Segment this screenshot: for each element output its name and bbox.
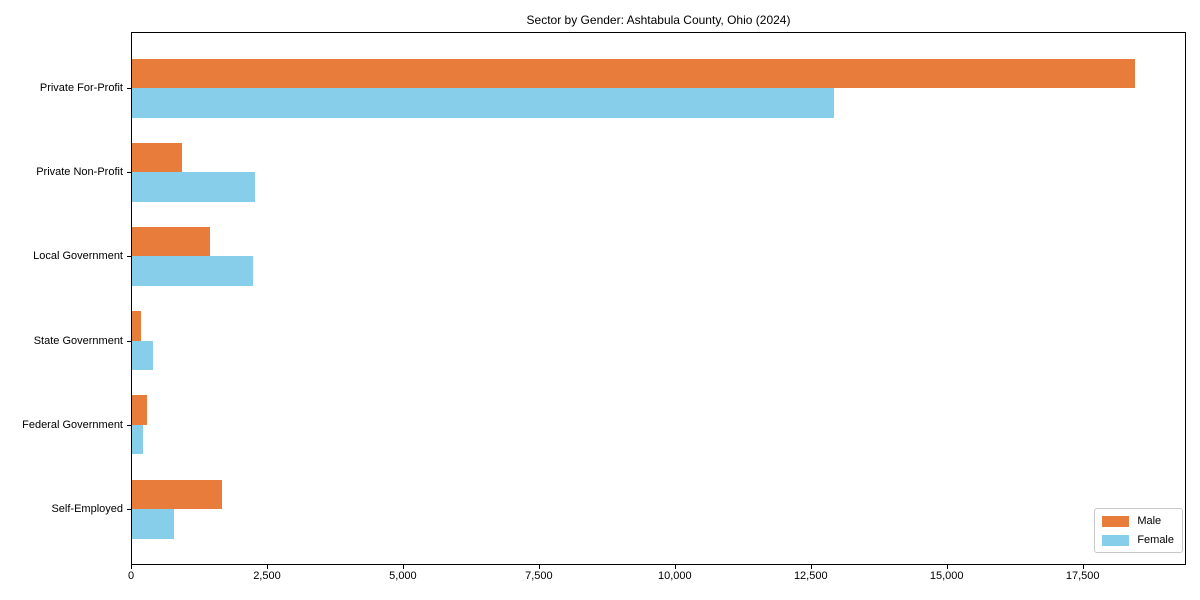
bar-male-private-non-profit [132,142,182,173]
x-tick-mark [131,565,132,569]
bar-male-self-employed [132,479,222,509]
bar-female-federal-government [132,424,143,455]
x-tick-label: 0 [127,570,135,582]
y-tick-mark [127,88,131,89]
bar-male-federal-government [132,395,147,425]
x-tick-mark [674,565,676,569]
bar-female-self-employed [132,509,174,539]
bar-female-private-non-profit [132,172,255,202]
x-tick-mark [946,565,948,569]
y-axis-category-label: Federal Government [22,418,123,431]
y-tick-mark [127,509,131,510]
legend-item-female: Female [1102,534,1174,546]
y-axis-category-label: Self-Employed [51,503,123,515]
legend-label-female: Female [1137,534,1174,546]
chart-title: Sector by Gender: Ashtabula County, Ohio… [526,13,791,27]
bar-male-state-government [132,311,141,341]
legend-label-male: Male [1137,515,1162,527]
y-axis-category-label: State Government [33,334,123,347]
bar-female-state-government [132,340,153,371]
y-tick-mark [127,340,131,342]
y-tick-mark [127,424,131,426]
x-tick-label: 10,000 [657,570,692,582]
y-axis-category-label: Local Government [33,250,123,263]
x-tick-mark [266,565,268,569]
x-tick-mark [402,565,404,569]
x-tick-label: 17,500 [1065,570,1100,582]
x-tick-label: 12,500 [793,570,828,582]
x-tick-label: 2,500 [253,570,281,582]
bar-male-local-government [132,226,210,257]
x-tick-mark [810,565,812,569]
x-tick-label: 7,500 [525,570,553,582]
x-tick-label: 5,000 [389,570,417,582]
bar-female-local-government [132,256,253,286]
bar-male-private-for-profit [132,58,1135,88]
plot-area: Male Female [131,32,1186,565]
y-tick-mark [127,256,131,258]
legend: Male Female [1094,508,1183,553]
y-axis-category-label: Private Non-Profit [36,166,123,179]
y-tick-mark [127,172,131,174]
x-tick-mark [538,565,540,569]
female-legend-swatch-icon [1102,534,1130,546]
x-tick-mark [1082,565,1084,569]
male-legend-swatch-icon [1102,515,1130,527]
legend-item-male: Male [1102,515,1174,527]
x-tick-label: 15,000 [929,570,964,582]
y-axis-category-label: Private For-Profit [39,82,123,94]
bar-female-private-for-profit [132,88,834,118]
